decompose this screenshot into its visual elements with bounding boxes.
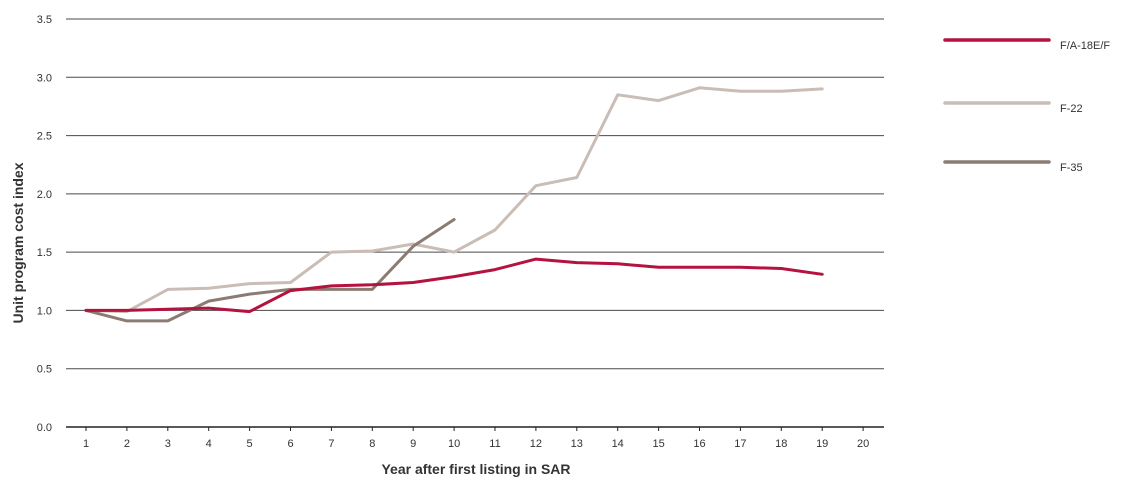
y-axis-tick-labels: 0.0 0.5 1.0 1.5 2.0 2.5 3.0 3.5 bbox=[37, 14, 52, 434]
series-lines bbox=[84, 86, 824, 323]
y-tick-label: 3.0 bbox=[37, 72, 52, 84]
x-tick-label: 14 bbox=[612, 438, 624, 450]
x-tick-label: 10 bbox=[448, 438, 460, 450]
x-tick-label: 9 bbox=[410, 438, 416, 450]
x-tick-label: 2 bbox=[124, 438, 130, 450]
x-tick-label: 13 bbox=[571, 438, 583, 450]
x-tick-label: 12 bbox=[530, 438, 542, 450]
y-tick-label: 3.5 bbox=[37, 14, 52, 26]
y-tick-label: 0.0 bbox=[37, 422, 52, 434]
x-tick-label: 8 bbox=[369, 438, 375, 450]
legend: F/A-18E/F F-22 F-35 bbox=[943, 38, 1110, 174]
x-tick-label: 4 bbox=[206, 438, 212, 450]
y-axis-title: Unit program cost index bbox=[10, 162, 26, 323]
x-tick-label: 11 bbox=[489, 438, 500, 450]
x-tick-label: 7 bbox=[328, 438, 334, 450]
x-tick-label: 3 bbox=[165, 438, 171, 450]
x-tick-label: 20 bbox=[857, 438, 869, 450]
x-tick-label: 18 bbox=[775, 438, 787, 450]
legend-label: F/A-18E/F bbox=[1060, 40, 1110, 52]
x-tick-label: 15 bbox=[652, 438, 664, 450]
x-tick-label: 19 bbox=[816, 438, 828, 450]
x-tick-label: 6 bbox=[287, 438, 293, 450]
x-axis-tick-labels: 1 2 3 4 5 6 7 8 9 10 11 12 13 14 15 16 17 18 19 20 bbox=[83, 427, 869, 450]
x-tick-label: 1 bbox=[83, 438, 89, 450]
x-axis-title: Year after first listing in SAR bbox=[381, 461, 570, 477]
y-tick-label: 2.0 bbox=[37, 189, 52, 201]
y-tick-label: 0.5 bbox=[37, 364, 52, 376]
x-tick-label: 17 bbox=[734, 438, 746, 450]
legend-label: F-22 bbox=[1060, 103, 1083, 115]
gridlines bbox=[66, 18, 884, 428]
y-tick-label: 2.5 bbox=[37, 131, 52, 143]
x-tick-label: 5 bbox=[247, 438, 253, 450]
x-tick-label: 16 bbox=[693, 438, 705, 450]
y-tick-label: 1.5 bbox=[37, 247, 52, 259]
series-line-f-22 bbox=[84, 86, 824, 314]
series-line-f-a-18e-f bbox=[84, 257, 824, 314]
y-tick-label: 1.0 bbox=[37, 305, 52, 317]
legend-label: F-35 bbox=[1060, 162, 1083, 174]
series-line-f-35 bbox=[84, 218, 456, 323]
